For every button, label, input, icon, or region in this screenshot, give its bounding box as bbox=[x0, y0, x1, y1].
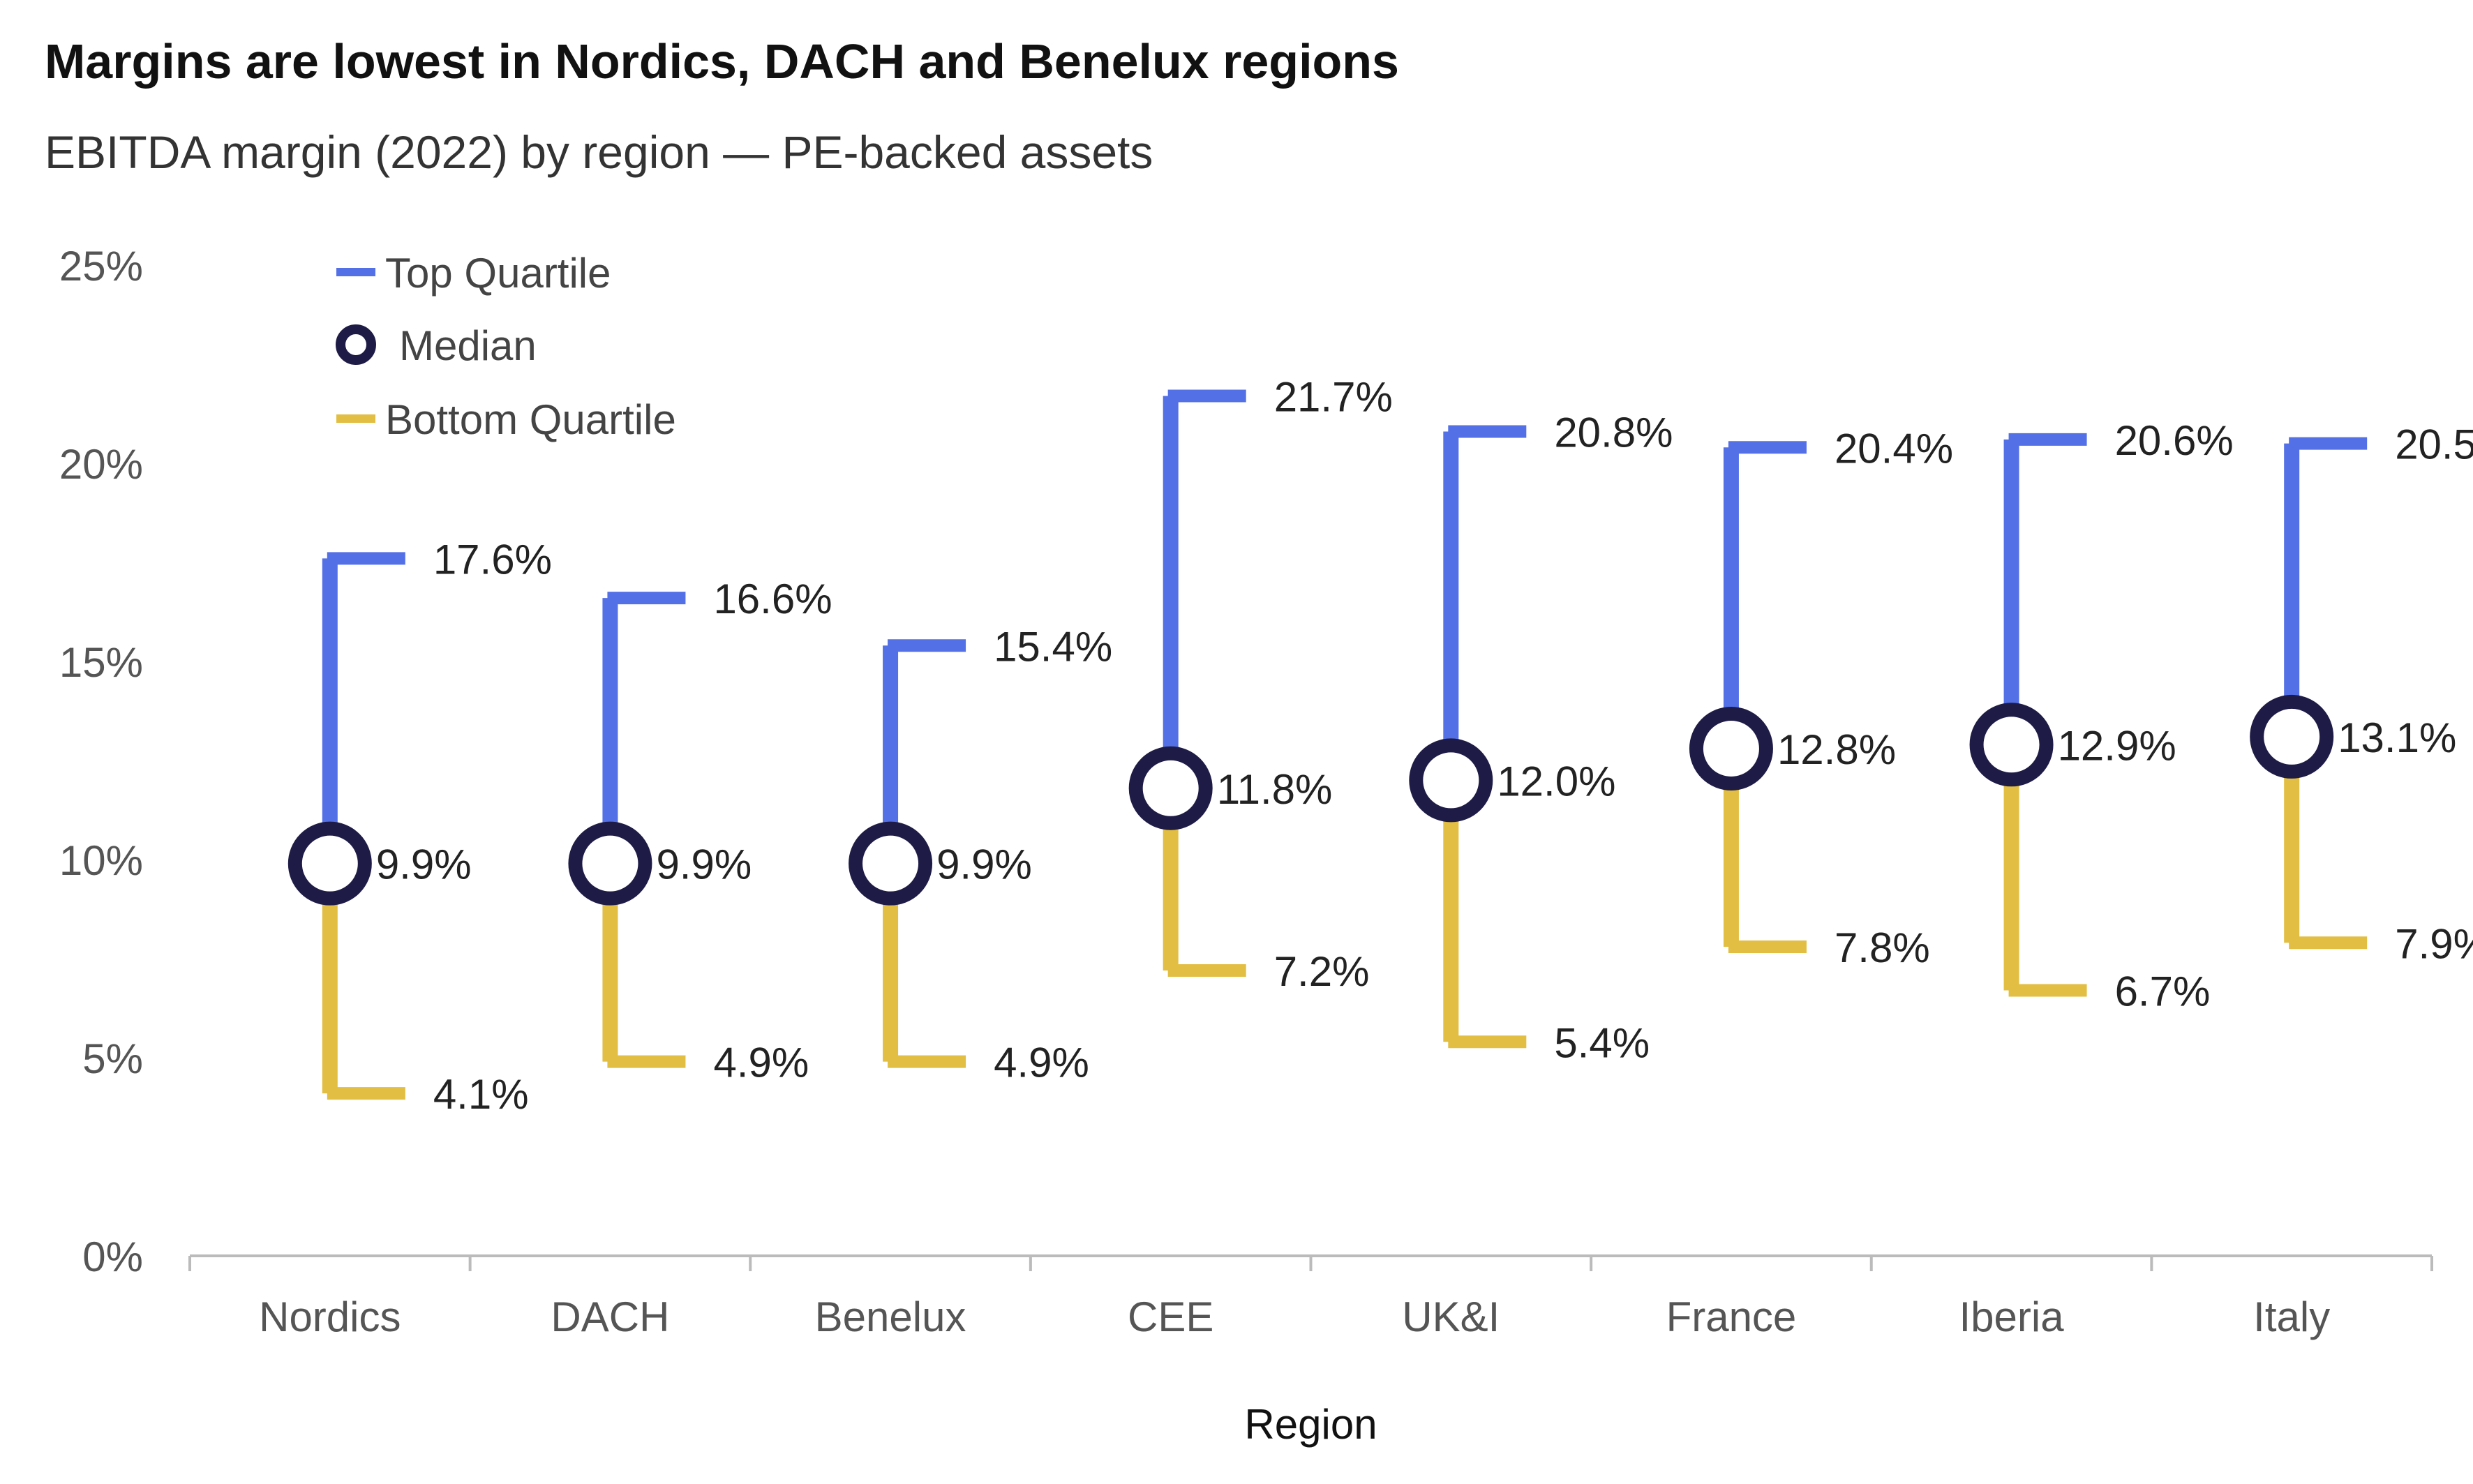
x-tick-label: CEE bbox=[1128, 1294, 1213, 1340]
legend-median-label: Median bbox=[399, 322, 537, 369]
bottom-quartile-data-label: 6.7% bbox=[2115, 968, 2211, 1014]
median-data-label: 12.8% bbox=[1777, 726, 1896, 773]
top-quartile-data-label: 21.7% bbox=[1274, 373, 1393, 420]
bottom-quartile-data-label: 4.9% bbox=[994, 1040, 1089, 1086]
chart-title: Margins are lowest in Nordics, DACH and … bbox=[45, 34, 1399, 89]
top-quartile-data-label: 20.5% bbox=[2395, 421, 2473, 468]
median-data-label: 13.1% bbox=[2338, 714, 2456, 761]
legend-bottom-quartile-label: Bottom Quartile bbox=[385, 396, 676, 443]
median-data-label: 9.9% bbox=[936, 841, 1032, 888]
median-data-label: 12.9% bbox=[2058, 722, 2176, 769]
bottom-quartile-data-label: 4.1% bbox=[433, 1071, 529, 1118]
median-marker bbox=[1969, 703, 2054, 787]
bottom-quartile-data-label: 5.4% bbox=[1554, 1019, 1650, 1066]
median-data-label: 9.9% bbox=[656, 841, 752, 888]
median-marker bbox=[287, 821, 372, 906]
y-tick-label: 15% bbox=[59, 639, 143, 686]
x-tick-label: Nordics bbox=[259, 1294, 401, 1340]
median-data-label: 9.9% bbox=[376, 841, 472, 888]
y-tick-label: 20% bbox=[59, 441, 143, 488]
legend-top-quartile-label: Top Quartile bbox=[385, 250, 611, 297]
y-tick-label: 5% bbox=[82, 1035, 143, 1082]
bottom-quartile-data-label: 7.8% bbox=[1835, 924, 1930, 971]
median-marker bbox=[2250, 694, 2334, 779]
median-marker bbox=[1128, 746, 1213, 830]
median-marker bbox=[849, 821, 933, 906]
y-tick-label: 0% bbox=[82, 1234, 143, 1280]
top-quartile-data-label: 16.6% bbox=[713, 576, 832, 622]
top-quartile-data-label: 15.4% bbox=[994, 623, 1112, 670]
bottom-quartile-data-label: 7.2% bbox=[1274, 948, 1370, 995]
x-axis-title: Region bbox=[1244, 1401, 1377, 1448]
x-tick-label: UK&I bbox=[1402, 1294, 1500, 1340]
top-quartile-data-label: 17.6% bbox=[433, 536, 552, 583]
x-tick-label: France bbox=[1666, 1294, 1797, 1340]
legend-median-marker bbox=[336, 324, 376, 365]
y-tick-label: 25% bbox=[59, 243, 143, 290]
median-data-label: 12.0% bbox=[1497, 758, 1615, 804]
y-tick-label: 10% bbox=[59, 837, 143, 884]
median-marker bbox=[1409, 738, 1493, 823]
top-quartile-data-label: 20.8% bbox=[1554, 410, 1673, 456]
x-tick-label: Iberia bbox=[1959, 1294, 2065, 1340]
top-quartile-data-label: 20.6% bbox=[2115, 417, 2234, 464]
median-marker bbox=[568, 821, 652, 906]
bottom-quartile-data-label: 4.9% bbox=[713, 1040, 809, 1086]
x-tick-label: Benelux bbox=[815, 1294, 966, 1340]
median-data-label: 11.8% bbox=[1217, 766, 1333, 813]
chart-subtitle: EBITDA margin (2022) by region — PE-back… bbox=[45, 126, 1153, 178]
bottom-quartile-data-label: 7.9% bbox=[2395, 920, 2473, 967]
median-marker bbox=[1689, 706, 1773, 790]
x-tick-label: DACH bbox=[551, 1294, 669, 1340]
x-tick-label: Italy bbox=[2253, 1294, 2330, 1340]
top-quartile-data-label: 20.4% bbox=[1835, 425, 1953, 472]
